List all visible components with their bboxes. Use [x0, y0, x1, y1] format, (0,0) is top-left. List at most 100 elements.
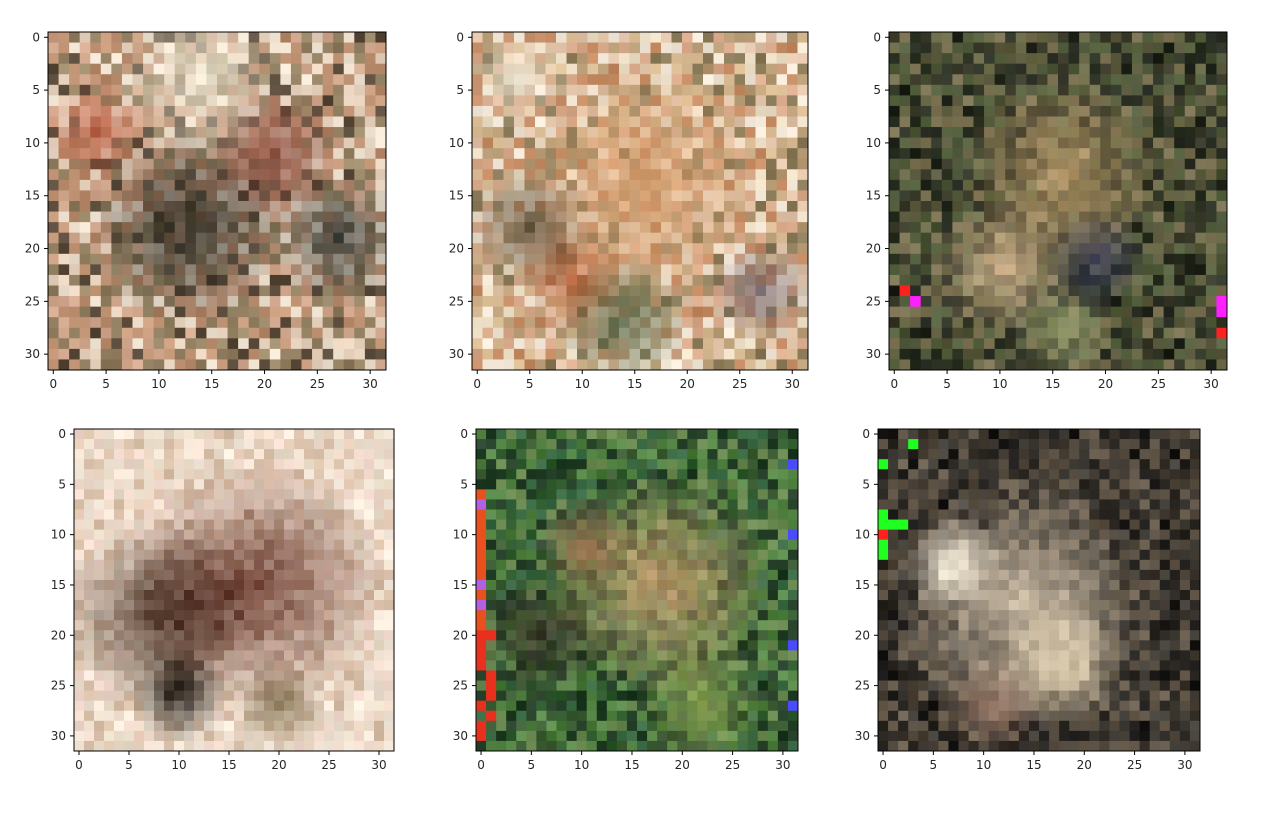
pixel — [757, 630, 769, 641]
pixel — [364, 243, 376, 255]
pixel — [134, 579, 145, 591]
pixel — [227, 169, 239, 181]
pixel — [290, 359, 302, 371]
pixel — [682, 137, 693, 149]
pixel — [576, 449, 588, 460]
pixel — [920, 317, 932, 329]
pixel — [576, 579, 588, 591]
pixel — [661, 169, 672, 181]
pixel — [69, 63, 81, 75]
pixel — [79, 63, 91, 75]
pixel — [724, 211, 735, 223]
pixel — [144, 569, 155, 581]
pixel — [204, 630, 215, 641]
pixel — [629, 116, 641, 128]
pixel — [626, 439, 638, 450]
pixel — [637, 469, 648, 480]
pixel — [671, 148, 683, 160]
pixel — [787, 549, 799, 561]
pixel — [1089, 169, 1101, 181]
pixel — [577, 169, 588, 181]
pixel — [248, 158, 260, 170]
pixel — [586, 610, 598, 621]
pixel — [596, 579, 608, 591]
pixel — [248, 222, 260, 234]
pixel — [899, 211, 911, 223]
pixel — [931, 211, 943, 223]
pixel — [254, 710, 265, 722]
pixel — [1216, 53, 1228, 65]
pixel — [545, 317, 557, 329]
pixel — [364, 190, 376, 202]
pixel — [598, 232, 609, 244]
pixel — [280, 84, 292, 96]
pixel — [577, 306, 588, 318]
pixel — [747, 489, 759, 500]
pixel — [1100, 127, 1112, 139]
pixel — [899, 222, 911, 234]
pixel — [1026, 53, 1038, 65]
pixel — [629, 285, 641, 297]
pixel — [354, 169, 366, 181]
pixel — [384, 519, 395, 531]
pixel — [153, 32, 165, 44]
pixel — [931, 232, 943, 244]
pixel — [364, 559, 375, 571]
pixel — [269, 127, 281, 139]
pixel — [314, 489, 325, 500]
pixel — [650, 63, 662, 75]
pixel — [577, 84, 588, 96]
pixel — [1184, 222, 1196, 234]
pixel — [269, 179, 281, 191]
pixel — [1216, 32, 1228, 44]
pixel — [164, 317, 176, 329]
pixel — [577, 359, 588, 371]
pixel — [724, 42, 735, 54]
pixel — [727, 509, 739, 521]
pixel — [1058, 179, 1070, 191]
pixel — [312, 116, 324, 128]
pixel — [524, 338, 536, 350]
pixel — [322, 105, 334, 117]
pixel — [269, 105, 281, 117]
pixel — [536, 469, 547, 480]
pixel — [227, 95, 239, 107]
pixel — [910, 137, 922, 149]
pixel — [717, 449, 729, 460]
pixel — [1153, 222, 1165, 234]
pixel — [384, 680, 395, 692]
pixel — [1142, 74, 1154, 86]
pixel — [1195, 116, 1207, 128]
pixel — [294, 620, 305, 631]
pixel — [195, 74, 207, 86]
pixel — [1174, 264, 1186, 276]
pixel — [482, 137, 494, 149]
pixel — [482, 285, 494, 297]
pixel — [598, 243, 609, 255]
pixel — [724, 201, 735, 213]
pixel — [640, 32, 651, 44]
pixel — [1184, 253, 1196, 265]
pixel — [111, 253, 123, 265]
pixel — [496, 469, 507, 480]
pixel — [143, 74, 155, 86]
pixel — [322, 211, 334, 223]
pixel — [185, 201, 197, 213]
pixel — [290, 317, 302, 329]
pixel — [650, 338, 662, 350]
pixel — [472, 127, 483, 139]
pixel — [687, 529, 698, 541]
pixel — [629, 306, 641, 318]
pixel — [121, 74, 133, 86]
pixel — [931, 243, 943, 255]
pixel — [1153, 211, 1165, 223]
pixel — [755, 42, 767, 54]
pixel — [164, 179, 176, 191]
pixel — [185, 327, 197, 339]
pixel — [1184, 105, 1196, 117]
pixel — [154, 670, 165, 682]
pixel — [334, 640, 345, 651]
pixel — [766, 74, 777, 86]
pixel — [185, 105, 197, 117]
y-tick-label: 15 — [51, 578, 66, 592]
